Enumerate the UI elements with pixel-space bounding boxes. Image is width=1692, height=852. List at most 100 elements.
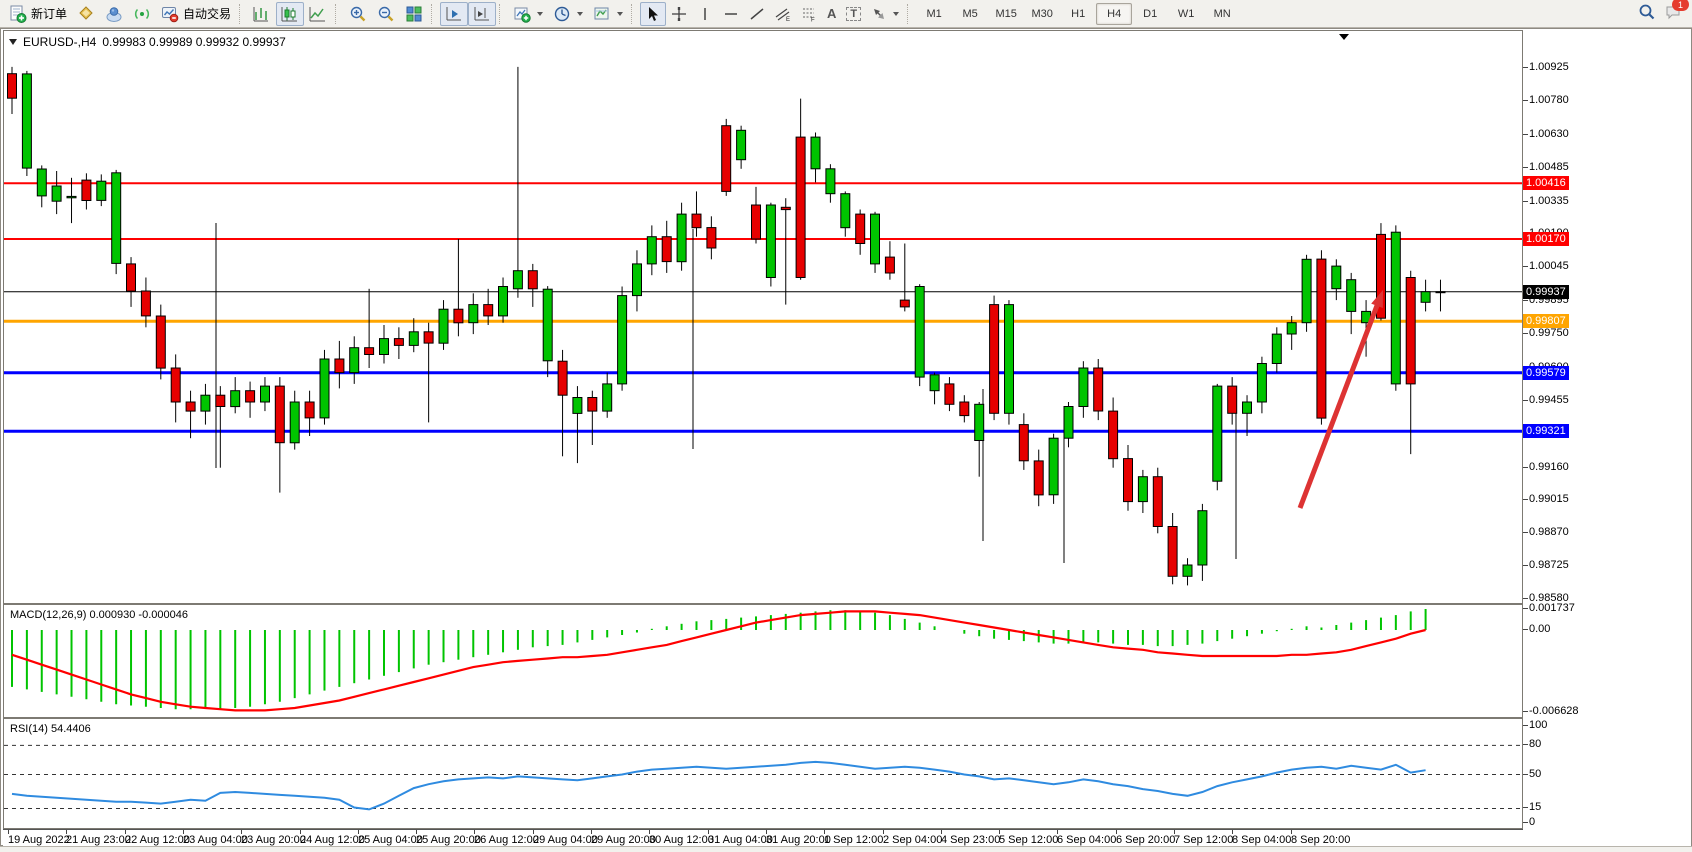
rsi-line	[11, 760, 1426, 811]
price-tag-0.99579: 0.99579	[1523, 366, 1569, 380]
tab-mn[interactable]: MN	[1213, 7, 1231, 20]
candle	[393, 338, 404, 346]
line-chart-icon	[309, 5, 327, 23]
price-tick: 0.99455	[1523, 394, 1569, 406]
rsi-pane[interactable]	[3, 718, 1523, 829]
candle	[453, 308, 464, 324]
chart-shift-icon	[473, 5, 491, 23]
zoom-in-button[interactable]	[344, 2, 372, 26]
tab-m30[interactable]: M30	[1031, 7, 1053, 20]
cursor-button[interactable]	[640, 1, 667, 26]
chart-shift-button[interactable]	[468, 1, 497, 26]
search-button[interactable]	[1638, 3, 1656, 24]
candle	[1063, 406, 1074, 439]
signal-icon	[133, 5, 151, 23]
candle	[1435, 291, 1446, 294]
fibonacci-button[interactable]: F	[796, 2, 822, 26]
tile-windows-button[interactable]	[400, 2, 428, 26]
macd-pane[interactable]	[3, 604, 1523, 718]
candle	[245, 390, 256, 403]
dropdown-caret	[893, 11, 900, 16]
time-axis[interactable]: 19 Aug 2022 21 Aug 23:00 22 Aug 12:00 23 Au…	[3, 829, 1523, 849]
trendline-icon	[749, 6, 765, 22]
horizontal-line-button[interactable]	[718, 2, 744, 26]
candle	[81, 179, 92, 202]
toolbar-separator	[499, 3, 505, 24]
date-tick	[649, 830, 650, 834]
autoscroll-icon	[445, 5, 463, 23]
text-label-button[interactable]: T	[841, 2, 866, 26]
channel-button[interactable]: E	[770, 2, 796, 26]
candle	[765, 204, 776, 278]
price-pane[interactable]	[3, 30, 1523, 604]
toolbar-separator	[631, 3, 637, 24]
candle	[989, 304, 1000, 414]
seal-icon	[77, 5, 95, 23]
indicators-button[interactable]	[508, 2, 548, 26]
vertical-line-button[interactable]	[692, 2, 718, 26]
macd-signal-line	[11, 610, 1426, 712]
trendline-button[interactable]	[744, 2, 770, 26]
candle	[96, 180, 107, 201]
candle	[1018, 424, 1029, 462]
tab-h1[interactable]: H1	[1071, 7, 1086, 20]
candle	[1376, 233, 1386, 319]
tab-m1[interactable]: M1	[926, 7, 942, 20]
symbol-label: EURUSD-,H4	[23, 35, 97, 49]
rsi-tick: 15	[1522, 801, 1542, 813]
symbol-dropdown-icon[interactable]	[9, 39, 17, 45]
toolbar-separator	[335, 3, 341, 24]
tab-m15[interactable]: M15	[995, 7, 1017, 20]
price-tag-0.99807: 0.99807	[1523, 314, 1569, 328]
periods-icon	[553, 5, 571, 23]
candle	[140, 290, 151, 317]
signal-button[interactable]	[128, 2, 156, 26]
community-button[interactable]: 1	[1664, 0, 1689, 24]
autotrade-button[interactable]: 自动交易	[156, 2, 236, 26]
toolbar: 新订单 自动交易	[0, 0, 1692, 28]
new-order-button[interactable]: 新订单	[4, 2, 72, 26]
candlestick-button[interactable]	[276, 1, 305, 26]
price-axis[interactable]: 1.00925 1.00780 1.00630 1.00485 1.00335 1.001…	[1522, 30, 1691, 848]
candle	[1227, 385, 1238, 414]
date-label: 22 Aug 12:00	[125, 834, 190, 846]
dropdown-caret	[617, 11, 624, 16]
text-button[interactable]: A	[822, 2, 841, 26]
autotrade-label: 自动交易	[183, 7, 232, 21]
macd-tick: 0.001737	[1523, 602, 1575, 614]
rsi-label: RSI(14) 54.4406	[8, 723, 93, 735]
publisher-button[interactable]	[100, 2, 128, 26]
candle	[170, 367, 181, 403]
horizontal-line-icon	[723, 6, 739, 22]
templates-button[interactable]	[588, 2, 628, 26]
date-label: 4 Sep 23:00	[941, 834, 1001, 846]
crosshair-icon	[671, 6, 687, 22]
line-chart-button[interactable]	[304, 2, 332, 26]
shift-marker-icon	[1339, 34, 1349, 40]
text-icon: A	[827, 6, 837, 21]
periods-button[interactable]	[548, 2, 588, 26]
zoom-out-button[interactable]	[372, 2, 400, 26]
candle	[498, 286, 508, 317]
date-tick	[1291, 830, 1292, 834]
date-tick	[416, 830, 417, 834]
crosshair-button[interactable]	[666, 2, 692, 26]
bar-chart-button[interactable]	[248, 2, 276, 26]
price-tick: 0.99750	[1523, 327, 1569, 339]
arrows-icon	[871, 6, 887, 22]
seal-button[interactable]	[72, 2, 100, 26]
arrows-button[interactable]	[866, 2, 904, 26]
bar-chart-icon	[253, 5, 271, 23]
plot-area[interactable]: 19 Aug 2022 21 Aug 23:00 22 Aug 12:00 23 Au…	[3, 30, 1523, 849]
tab-w1[interactable]: W1	[1177, 7, 1195, 20]
price-tick: 1.00045	[1523, 260, 1569, 272]
candle	[825, 168, 836, 195]
tab-d1[interactable]: D1	[1143, 7, 1158, 20]
price-tag-1.00170: 1.00170	[1523, 232, 1569, 246]
svg-text:E: E	[786, 17, 790, 22]
tab-h4[interactable]: H4	[1096, 2, 1133, 25]
autoscroll-button[interactable]	[440, 1, 469, 26]
tab-m5[interactable]: M5	[962, 7, 978, 20]
tile-windows-icon	[405, 5, 423, 23]
candle	[855, 213, 866, 245]
